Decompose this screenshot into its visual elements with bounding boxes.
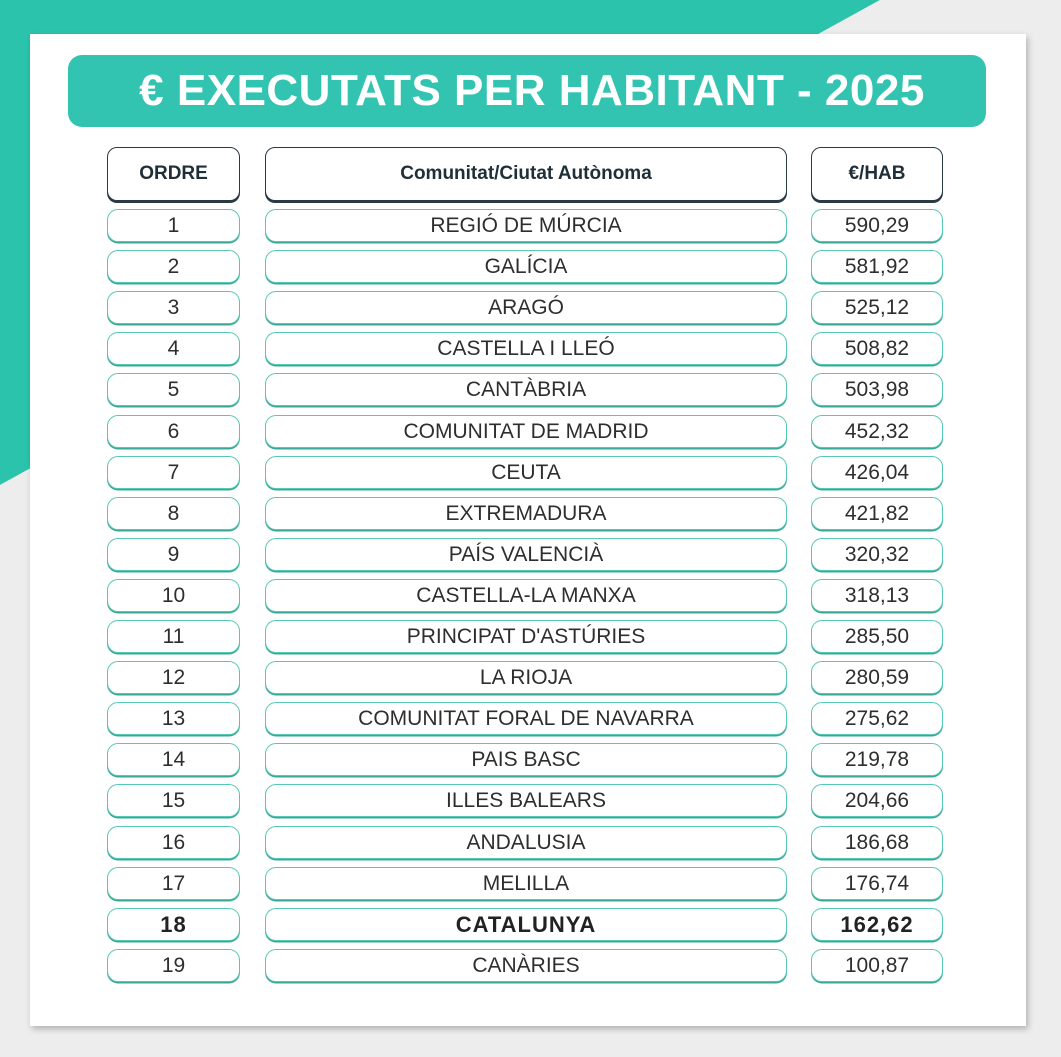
- rank-cell: 4: [107, 332, 240, 365]
- header-region: Comunitat/Ciutat Autònoma: [265, 147, 787, 201]
- rank-cell: 2: [107, 250, 240, 283]
- rank-cell: 13: [107, 702, 240, 735]
- region-cell: CASTELLA I LLEÓ: [265, 332, 787, 365]
- value-cell: 421,82: [811, 497, 943, 530]
- page-title: € EXECUTATS PER HABITANT - 2025: [68, 55, 986, 127]
- rank-cell: 11: [107, 620, 240, 653]
- region-cell: ARAGÓ: [265, 291, 787, 324]
- value-cell: 452,32: [811, 415, 943, 448]
- region-cell: LA RIOJA: [265, 661, 787, 694]
- rank-cell: 9: [107, 538, 240, 571]
- region-cell: CANTÀBRIA: [265, 373, 787, 406]
- value-cell: 581,92: [811, 250, 943, 283]
- region-cell: GALÍCIA: [265, 250, 787, 283]
- header-value: €/HAB: [811, 147, 943, 201]
- rank-cell: 17: [107, 867, 240, 900]
- value-cell: 318,13: [811, 579, 943, 612]
- value-cell: 204,66: [811, 784, 943, 817]
- region-cell: ANDALUSIA: [265, 826, 787, 859]
- region-cell: PAIS BASC: [265, 743, 787, 776]
- value-cell: 176,74: [811, 867, 943, 900]
- value-cell: 320,32: [811, 538, 943, 571]
- rank-cell: 12: [107, 661, 240, 694]
- rank-cell: 19: [107, 949, 240, 982]
- value-cell: 219,78: [811, 743, 943, 776]
- rank-cell: 1: [107, 209, 240, 242]
- rank-cell: 14: [107, 743, 240, 776]
- rank-cell: 18: [107, 908, 240, 941]
- value-cell: 508,82: [811, 332, 943, 365]
- region-cell: PAÍS VALENCIÀ: [265, 538, 787, 571]
- value-cell: 525,12: [811, 291, 943, 324]
- value-cell: 590,29: [811, 209, 943, 242]
- value-cell: 275,62: [811, 702, 943, 735]
- value-cell: 100,87: [811, 949, 943, 982]
- rank-cell: 10: [107, 579, 240, 612]
- rank-cell: 7: [107, 456, 240, 489]
- value-cell: 186,68: [811, 826, 943, 859]
- header-rank: ORDRE: [107, 147, 240, 201]
- region-cell: CATALUNYA: [265, 908, 787, 941]
- rank-cell: 6: [107, 415, 240, 448]
- rank-cell: 5: [107, 373, 240, 406]
- value-cell: 285,50: [811, 620, 943, 653]
- value-cell: 426,04: [811, 456, 943, 489]
- region-cell: COMUNITAT DE MADRID: [265, 415, 787, 448]
- region-cell: PRINCIPAT D'ASTÚRIES: [265, 620, 787, 653]
- region-cell: COMUNITAT FORAL DE NAVARRA: [265, 702, 787, 735]
- region-cell: CANÀRIES: [265, 949, 787, 982]
- value-cell: 162,62: [811, 908, 943, 941]
- region-cell: REGIÓ DE MÚRCIA: [265, 209, 787, 242]
- rank-cell: 15: [107, 784, 240, 817]
- rank-cell: 8: [107, 497, 240, 530]
- region-cell: MELILLA: [265, 867, 787, 900]
- rank-cell: 3: [107, 291, 240, 324]
- value-cell: 280,59: [811, 661, 943, 694]
- region-cell: EXTREMADURA: [265, 497, 787, 530]
- region-cell: CASTELLA-LA MANXA: [265, 579, 787, 612]
- region-cell: ILLES BALEARS: [265, 784, 787, 817]
- region-cell: CEUTA: [265, 456, 787, 489]
- rank-cell: 16: [107, 826, 240, 859]
- value-cell: 503,98: [811, 373, 943, 406]
